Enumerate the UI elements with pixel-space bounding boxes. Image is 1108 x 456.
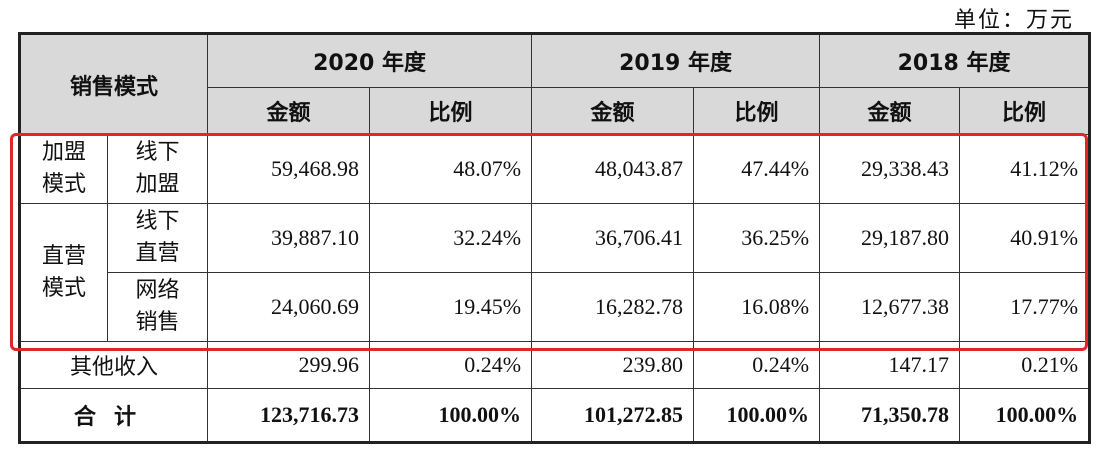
sales-mode-header: 销售模式 xyxy=(18,33,209,135)
ratio-cell: 32.24% xyxy=(369,203,533,273)
amount-cell: 59,468.98 xyxy=(207,134,371,204)
table-row: 直营 模式 线下 直营 39,887.10 32.24% 36,706.41 3… xyxy=(19,203,1091,342)
amount-cell: 24,060.69 xyxy=(207,272,371,342)
amount-cell: 29,338.43 xyxy=(819,134,961,204)
amount-cell: 147.17 xyxy=(819,341,961,389)
sales-mode-table: 销售模式 2020 年度 2019 年度 2018 年度 金额 比例 金额 比例… xyxy=(18,32,1092,444)
amount-cell: 36,706.41 xyxy=(531,203,695,273)
category-line: 模式 xyxy=(41,172,86,197)
category-line: 直营 xyxy=(41,243,86,269)
year-header-2019: 2019 年度 xyxy=(531,33,821,88)
footer-partial-text: ... xyxy=(60,446,85,456)
amount-cell: 16,282.78 xyxy=(531,272,695,342)
table-row: 网络 销售 24,060.69 19.45% 16,282.78 16.08% … xyxy=(20,272,1091,342)
other-income-label: 其他收入 xyxy=(18,341,209,389)
table-row: 其他收入 299.96 0.24% 239.80 0.24% 147.17 0.… xyxy=(18,341,1091,389)
ratio-cell: 0.24% xyxy=(369,341,533,389)
amount-header: 金额 xyxy=(819,87,961,135)
amount-header: 金额 xyxy=(207,87,371,135)
ratio-cell: 16.08% xyxy=(693,272,821,342)
ratio-cell: 0.21% xyxy=(959,341,1091,389)
subcategory-line: 网络 xyxy=(135,278,180,303)
ratio-header: 比例 xyxy=(693,87,821,135)
amount-cell: 12,677.38 xyxy=(819,272,961,342)
table-row: 加盟 模式 线下 加盟 59,468.98 48.07% 48,043.87 4… xyxy=(19,134,1091,204)
amount-cell: 29,187.80 xyxy=(819,203,961,273)
ratio-cell: 36.25% xyxy=(693,203,821,273)
ratio-header: 比例 xyxy=(369,87,533,135)
total-label: 合计 xyxy=(18,388,209,443)
subcategory-cell: 线下 直营 xyxy=(106,203,209,273)
ratio-cell: 19.45% xyxy=(369,272,533,342)
subcategory-line: 加盟 xyxy=(135,172,180,197)
amount-header: 金额 xyxy=(531,87,695,135)
ratio-header: 比例 xyxy=(959,87,1091,135)
ratio-cell: 100.00% xyxy=(369,388,533,443)
ratio-cell: 100.00% xyxy=(693,388,821,443)
amount-cell: 48,043.87 xyxy=(531,134,695,204)
subcategory-line: 直营 xyxy=(135,241,180,266)
total-row: 合计 123,716.73 100.00% 101,272.85 100.00%… xyxy=(18,388,1091,443)
category-line: 加盟 xyxy=(41,140,86,165)
ratio-cell: 40.91% xyxy=(959,203,1091,273)
amount-cell: 239.80 xyxy=(531,341,695,389)
subcategory-cell: 网络 销售 xyxy=(106,272,209,342)
category-line: 模式 xyxy=(41,275,86,301)
ratio-cell: 41.12% xyxy=(959,134,1091,204)
category-cell: 直营 模式 xyxy=(19,203,108,342)
amount-cell: 101,272.85 xyxy=(531,388,695,443)
ratio-cell: 100.00% xyxy=(959,388,1091,443)
ratio-cell: 0.24% xyxy=(693,341,821,389)
subcategory-line: 线下 xyxy=(135,140,180,165)
amount-cell: 123,716.73 xyxy=(207,388,371,443)
unit-label: 单位：万元 xyxy=(953,8,1074,33)
ratio-cell: 48.07% xyxy=(369,134,533,204)
year-header-2020: 2020 年度 xyxy=(207,33,533,88)
year-header-2018: 2018 年度 xyxy=(819,33,1091,88)
subcategory-line: 线下 xyxy=(135,209,180,234)
ratio-cell: 47.44% xyxy=(693,134,821,204)
amount-cell: 299.96 xyxy=(207,341,371,389)
amount-cell: 39,887.10 xyxy=(207,203,371,273)
subcategory-line: 销售 xyxy=(135,310,180,335)
ratio-cell: 17.77% xyxy=(959,272,1091,342)
category-cell: 加盟 模式 xyxy=(19,134,108,204)
subcategory-cell: 线下 加盟 xyxy=(106,134,209,204)
amount-cell: 71,350.78 xyxy=(819,388,961,443)
